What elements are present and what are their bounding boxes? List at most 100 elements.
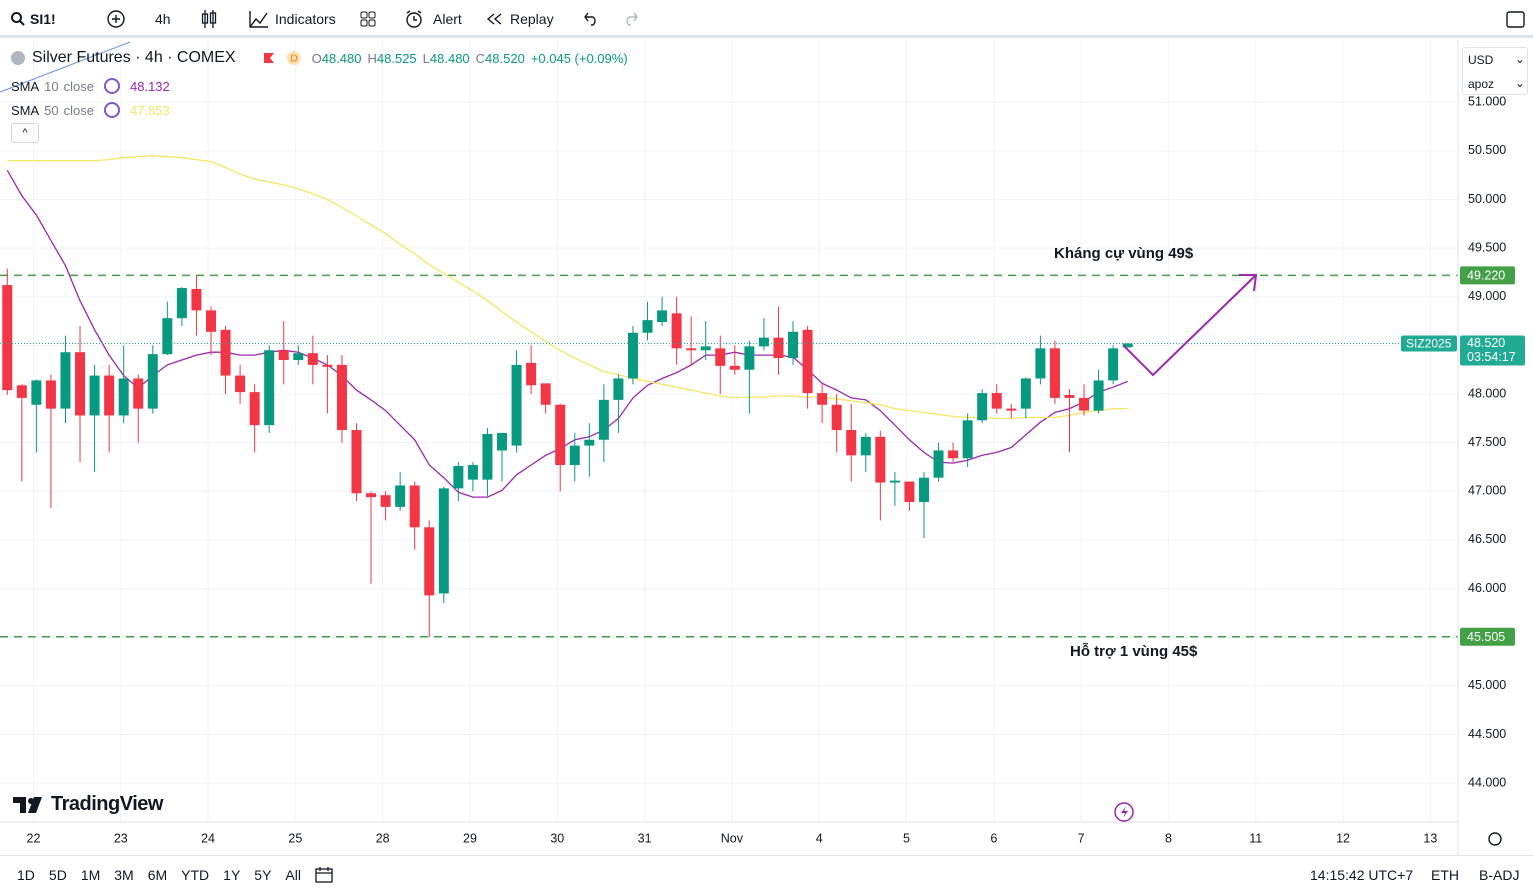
range-button[interactable]: YTD [181, 867, 210, 883]
study-length: 50 [44, 102, 59, 118]
range-button[interactable]: 1Y [223, 867, 241, 883]
ohlc-item: L48.480 [423, 51, 470, 66]
date-range-icon[interactable] [314, 865, 336, 885]
ohlc-value: 48.520 [485, 50, 525, 66]
fullscreen-icon[interactable] [1506, 11, 1526, 29]
candle-body [322, 364, 333, 367]
settings-icon[interactable] [1488, 832, 1502, 846]
candle-body [831, 404, 842, 431]
legend-change: +0.045 (+0.09%) [530, 50, 628, 66]
symbol-logo [11, 51, 25, 65]
candle-body [264, 350, 275, 426]
lightning-icon[interactable] [1114, 802, 1134, 822]
symbol-label: SIZ2025 [1406, 337, 1452, 351]
candle-body [1049, 348, 1060, 398]
candle-body [31, 380, 42, 405]
symbol[interactable]: SI1! [30, 11, 56, 27]
candle-body [1079, 397, 1090, 411]
candle-body [293, 353, 304, 360]
candle-body [249, 392, 260, 426]
candle-body [1108, 348, 1119, 381]
indicators-icon[interactable] [248, 9, 270, 29]
candle-body [540, 383, 551, 405]
replay-icon[interactable] [486, 12, 504, 26]
annotation: Hỗ trợ 1 vùng 45$ [1070, 643, 1198, 660]
candle-body [380, 495, 391, 507]
candle-body [991, 393, 1002, 409]
ohlc-value: 48.480 [429, 50, 470, 66]
candle-body [875, 436, 886, 483]
candle-body [555, 404, 566, 466]
candle-body [45, 380, 56, 409]
ohlc-item: H48.525 [368, 51, 417, 66]
logo-text: TradingView [51, 793, 163, 815]
undo-icon[interactable] [583, 11, 601, 27]
y-tick-label: 50.500 [1468, 143, 1506, 157]
svg-text:D: D [290, 54, 297, 65]
candle-body [788, 331, 799, 359]
add-icon[interactable] [106, 9, 126, 29]
bottom-toolbar: 1D 5D 1M 3M 6M YTD 1Y 5Y All 14:15:42 UTC+7 ETH … [0, 855, 1533, 895]
redo-icon [626, 12, 638, 26]
candle-body [205, 310, 216, 332]
candle-body [962, 420, 973, 459]
range-button[interactable]: 5D [48, 867, 67, 883]
alert-button[interactable]: Alert [433, 11, 462, 27]
study-source: close [63, 78, 94, 94]
range-button[interactable]: 3M [114, 867, 134, 883]
candle-body [977, 393, 988, 421]
projection-arrow [1123, 275, 1256, 377]
candle-body [1122, 343, 1133, 348]
trend-line-drawing [0, 41, 131, 93]
x-tick-label: 25 [288, 831, 302, 845]
x-tick-label: 23 [114, 831, 128, 845]
candle-body [351, 430, 362, 494]
ohlc-key: L [422, 50, 430, 66]
y-tick-label: 49.500 [1468, 240, 1506, 254]
price-label-box [1460, 335, 1525, 366]
candle-body [948, 450, 959, 459]
alert-icon[interactable] [404, 9, 426, 29]
indicators-button[interactable]: Indicators [275, 11, 336, 27]
replay-button[interactable]: Replay [510, 11, 554, 27]
layouts-icon[interactable] [360, 11, 376, 27]
candle-body [467, 465, 478, 480]
range-button[interactable]: 1M [80, 867, 101, 883]
candle-body [1020, 378, 1031, 409]
range-button[interactable]: All [285, 867, 301, 883]
x-tick-label: 13 [1423, 831, 1437, 845]
candle-body [438, 488, 449, 594]
candle-body [627, 332, 638, 379]
study-name: SMA [11, 102, 40, 118]
range-button[interactable]: 6M [147, 867, 168, 883]
interval[interactable]: 4h [155, 11, 171, 27]
x-tick-label: 30 [550, 831, 564, 845]
x-tick-label: 11 [1249, 831, 1262, 845]
candle-body [657, 310, 668, 323]
level-label-box [1460, 266, 1515, 285]
scale-mode[interactable]: apoz [1468, 77, 1495, 91]
x-tick-label: 22 [27, 831, 41, 845]
y-tick-label: 46.500 [1468, 532, 1506, 546]
lightning-bolt [1121, 806, 1128, 818]
study-icon [104, 78, 120, 94]
level-label: 49.220 [1467, 269, 1505, 283]
session[interactable]: ETH [1431, 867, 1459, 883]
x-tick-label: 31 [638, 831, 652, 845]
candle-body [89, 375, 100, 416]
currency[interactable]: USD [1468, 53, 1494, 67]
range-button[interactable]: 1D [17, 867, 35, 883]
adjustment[interactable]: B-ADJ [1479, 867, 1520, 883]
candle-body [613, 378, 624, 400]
y-tick-label: 44.000 [1468, 775, 1506, 789]
candle-body [395, 485, 406, 507]
chart-type-icon[interactable] [200, 8, 220, 30]
candle-body [671, 313, 682, 349]
candle-body [336, 364, 347, 431]
candle-body [147, 354, 158, 409]
collapse-legend[interactable]: ^ [11, 123, 39, 143]
x-tick-label: Nov [721, 831, 744, 845]
candle-body [511, 364, 522, 446]
range-button[interactable]: 5Y [254, 867, 272, 883]
candle-body [817, 393, 828, 405]
